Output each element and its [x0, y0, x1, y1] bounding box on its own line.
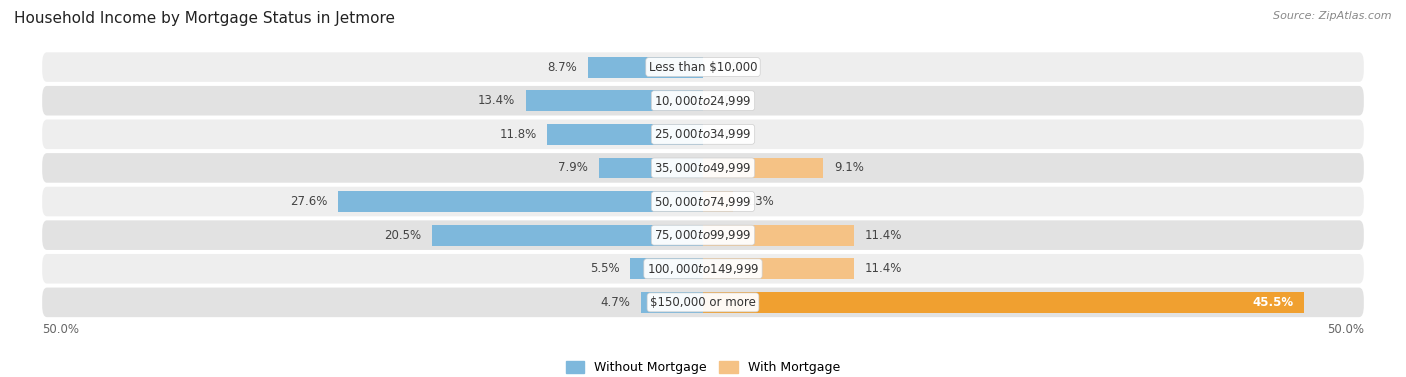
- Bar: [703, 292, 1305, 313]
- Text: $75,000 to $99,999: $75,000 to $99,999: [654, 228, 752, 242]
- Text: 50.0%: 50.0%: [1327, 323, 1364, 336]
- Text: 11.8%: 11.8%: [499, 128, 537, 141]
- Text: 11.4%: 11.4%: [865, 228, 901, 242]
- Text: 11.4%: 11.4%: [865, 262, 901, 275]
- Text: Source: ZipAtlas.com: Source: ZipAtlas.com: [1274, 11, 1392, 21]
- FancyBboxPatch shape: [42, 52, 1364, 82]
- Bar: [547, 124, 703, 145]
- FancyBboxPatch shape: [42, 187, 1364, 216]
- Text: 20.5%: 20.5%: [384, 228, 422, 242]
- Bar: [339, 191, 703, 212]
- Bar: [599, 158, 703, 178]
- FancyBboxPatch shape: [42, 86, 1364, 115]
- Text: 0.0%: 0.0%: [714, 61, 744, 74]
- Text: 2.3%: 2.3%: [744, 195, 773, 208]
- Bar: [588, 57, 703, 78]
- Bar: [526, 90, 703, 111]
- Text: 5.5%: 5.5%: [591, 262, 620, 275]
- Text: 45.5%: 45.5%: [1253, 296, 1294, 309]
- Text: 8.7%: 8.7%: [548, 61, 578, 74]
- Text: 7.9%: 7.9%: [558, 161, 588, 175]
- Text: $25,000 to $34,999: $25,000 to $34,999: [654, 127, 752, 141]
- Bar: [703, 258, 853, 279]
- Text: Household Income by Mortgage Status in Jetmore: Household Income by Mortgage Status in J…: [14, 11, 395, 26]
- Text: 9.1%: 9.1%: [834, 161, 863, 175]
- Bar: [641, 292, 703, 313]
- Bar: [703, 225, 853, 245]
- FancyBboxPatch shape: [42, 153, 1364, 183]
- Text: 27.6%: 27.6%: [290, 195, 328, 208]
- Text: Less than $10,000: Less than $10,000: [648, 61, 758, 74]
- Text: $10,000 to $24,999: $10,000 to $24,999: [654, 94, 752, 108]
- FancyBboxPatch shape: [42, 120, 1364, 149]
- Bar: [703, 191, 734, 212]
- Text: $50,000 to $74,999: $50,000 to $74,999: [654, 195, 752, 208]
- Text: 4.7%: 4.7%: [600, 296, 630, 309]
- Legend: Without Mortgage, With Mortgage: Without Mortgage, With Mortgage: [561, 356, 845, 377]
- Bar: [432, 225, 703, 245]
- Bar: [630, 258, 703, 279]
- FancyBboxPatch shape: [42, 288, 1364, 317]
- Text: $35,000 to $49,999: $35,000 to $49,999: [654, 161, 752, 175]
- Text: 0.0%: 0.0%: [714, 94, 744, 107]
- Text: $150,000 or more: $150,000 or more: [650, 296, 756, 309]
- Text: 50.0%: 50.0%: [42, 323, 79, 336]
- Text: 13.4%: 13.4%: [478, 94, 516, 107]
- FancyBboxPatch shape: [42, 254, 1364, 284]
- Text: $100,000 to $149,999: $100,000 to $149,999: [647, 262, 759, 276]
- Bar: [703, 158, 824, 178]
- FancyBboxPatch shape: [42, 221, 1364, 250]
- Text: 0.0%: 0.0%: [714, 128, 744, 141]
